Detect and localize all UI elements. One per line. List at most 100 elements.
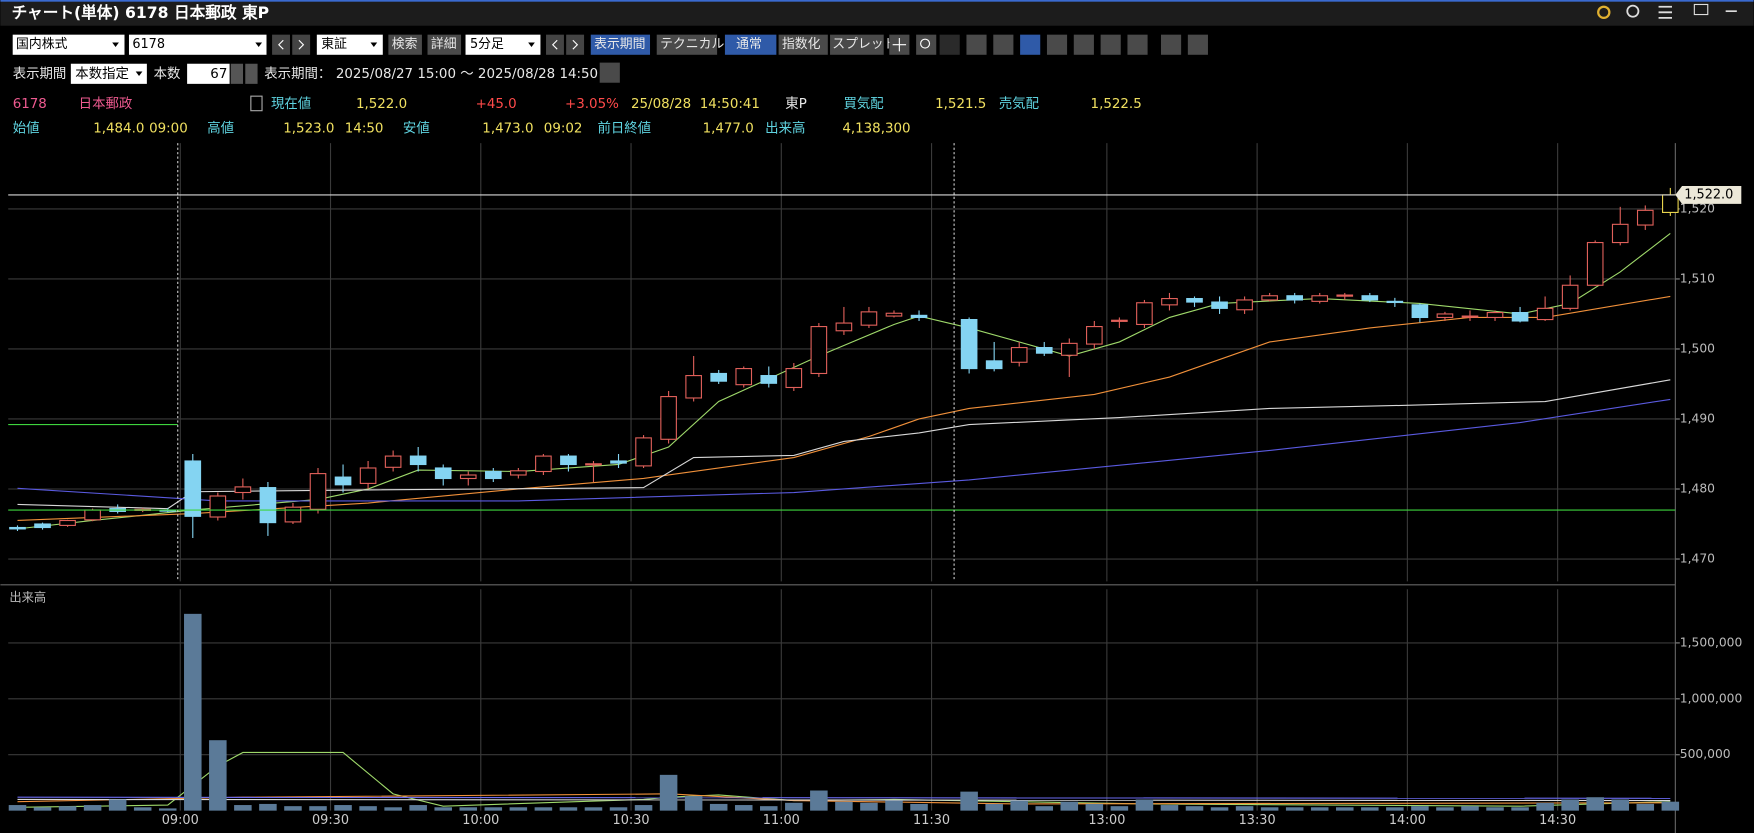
- normal-button[interactable]: [724, 34, 777, 55]
- period-row: 表示期間 本数指定 本数 67 表示期間： 2025/08/27 15:00 ～…: [13, 62, 620, 84]
- arrow-left: [551, 39, 558, 50]
- candle-body: [910, 314, 928, 319]
- search-button[interactable]: [388, 34, 422, 55]
- moving-average-line: [17, 798, 1671, 802]
- candle-body: [785, 368, 803, 389]
- quote-market: 東P: [785, 96, 807, 112]
- candle-body: [184, 460, 202, 517]
- market-select[interactable]: [12, 34, 125, 55]
- tool-icon[interactable]: [1161, 34, 1182, 55]
- volume-bar: [1586, 797, 1604, 811]
- count-down[interactable]: [230, 63, 244, 84]
- candle-body: [1611, 223, 1629, 244]
- high-value: 1,523.0: [283, 122, 334, 137]
- tool-icon[interactable]: [1187, 34, 1208, 55]
- prev-interval[interactable]: [546, 34, 564, 55]
- count-up[interactable]: [245, 63, 258, 84]
- volume-value: 4,138,300: [842, 122, 910, 137]
- tool-icon[interactable]: [966, 34, 987, 55]
- window-icons[interactable]: [1597, 3, 1737, 20]
- candle-body: [1136, 302, 1153, 326]
- ask-value: 1,522.5: [1091, 97, 1142, 112]
- volume-bar: [1536, 802, 1554, 811]
- tool-icon[interactable]: [1073, 34, 1094, 55]
- index-button-text: 指数化: [782, 37, 821, 52]
- tool-icon[interactable]: [993, 34, 1014, 55]
- candle-body: [1035, 347, 1053, 354]
- volume-bar: [1010, 800, 1028, 811]
- volume-bar: [384, 807, 402, 811]
- volume-bar: [1361, 807, 1379, 811]
- tool-icon[interactable]: [939, 34, 960, 55]
- volume-bar: [860, 802, 878, 811]
- volume-bar: [609, 807, 628, 811]
- y-tick-label: 1,500,000: [1680, 635, 1743, 649]
- spread-button-text: スプレッド: [832, 37, 896, 52]
- tool-icon[interactable]: [1100, 34, 1121, 55]
- toolbar: 国内株式 6178 東証 検索 詳細 5分足 表示期間 テクニカル 通常 指数化…: [12, 34, 1208, 55]
- tool-icons[interactable]: [889, 34, 1208, 55]
- doc-icon[interactable]: [250, 95, 263, 112]
- high-label: 高値: [207, 120, 234, 137]
- spread-button[interactable]: [830, 34, 884, 55]
- volume-bar: [1310, 807, 1329, 811]
- y-tick-label: 1,480: [1680, 482, 1715, 496]
- volume-bar: [1160, 805, 1179, 811]
- dropdown-arrow: [112, 42, 119, 47]
- search-button-text: 検索: [392, 37, 418, 52]
- low-label: 安値: [403, 121, 430, 137]
- market-select-text: 国内株式: [16, 36, 68, 52]
- period-mode-select[interactable]: [70, 63, 147, 84]
- x-tick-label: 11:30: [913, 813, 950, 828]
- volume-bar: [58, 806, 77, 811]
- volume-bar: [885, 800, 903, 811]
- candle-body: [1561, 284, 1579, 309]
- candle-body: [484, 470, 502, 480]
- x-tick-label: 09:30: [312, 813, 349, 828]
- candle-body: [34, 523, 51, 529]
- tool-icon[interactable]: [916, 34, 937, 55]
- volume-bar: [960, 791, 978, 811]
- detail-button[interactable]: [427, 34, 462, 55]
- technical-button[interactable]: [656, 34, 718, 55]
- quote-time: 25/08/28 14:50:41: [631, 97, 760, 112]
- volume-bar: [1285, 807, 1304, 811]
- period-button[interactable]: [590, 34, 651, 55]
- open-value: 1,484.0: [93, 122, 144, 137]
- code-select[interactable]: [128, 34, 267, 55]
- volume-bar: [1386, 807, 1404, 811]
- search-icon[interactable]: [1626, 4, 1640, 18]
- low-time: 09:02: [544, 122, 583, 137]
- volume-bar: [734, 805, 753, 811]
- candle-body: [1261, 295, 1278, 301]
- period-button-text: 表示期間: [594, 37, 645, 52]
- x-tick-label: 14:30: [1539, 813, 1576, 828]
- volume-label: 出来高: [765, 120, 805, 137]
- interval-select[interactable]: [465, 34, 541, 55]
- next-interval[interactable]: [566, 34, 585, 55]
- index-button[interactable]: [778, 34, 828, 55]
- count-input[interactable]: [187, 63, 230, 84]
- prev-button[interactable]: [272, 34, 290, 55]
- candle-body: [1536, 307, 1554, 321]
- y-tick-label: 1,000,000: [1680, 691, 1743, 705]
- tool-icon[interactable]: [1127, 34, 1148, 55]
- prev-close-label: 前日終値: [597, 120, 651, 137]
- volume-bar: [234, 805, 252, 811]
- candle-body: [510, 470, 527, 476]
- open-time: 09:00: [149, 122, 188, 137]
- tool-icon[interactable]: [1046, 34, 1068, 55]
- next-button[interactable]: [292, 34, 311, 55]
- link-icon[interactable]: [1597, 5, 1611, 20]
- tool-icon[interactable]: [1020, 34, 1041, 55]
- candle-body: [1311, 295, 1329, 302]
- candle-body: [1386, 300, 1404, 304]
- volume-bar: [534, 807, 553, 811]
- menu-icon[interactable]: [1658, 5, 1672, 19]
- high-time: 14:50: [345, 122, 384, 137]
- apply-button[interactable]: [599, 62, 620, 83]
- exchange-select[interactable]: [316, 34, 383, 55]
- ask-label: 売気配: [999, 96, 1039, 112]
- restore-icon[interactable]: [1693, 3, 1709, 16]
